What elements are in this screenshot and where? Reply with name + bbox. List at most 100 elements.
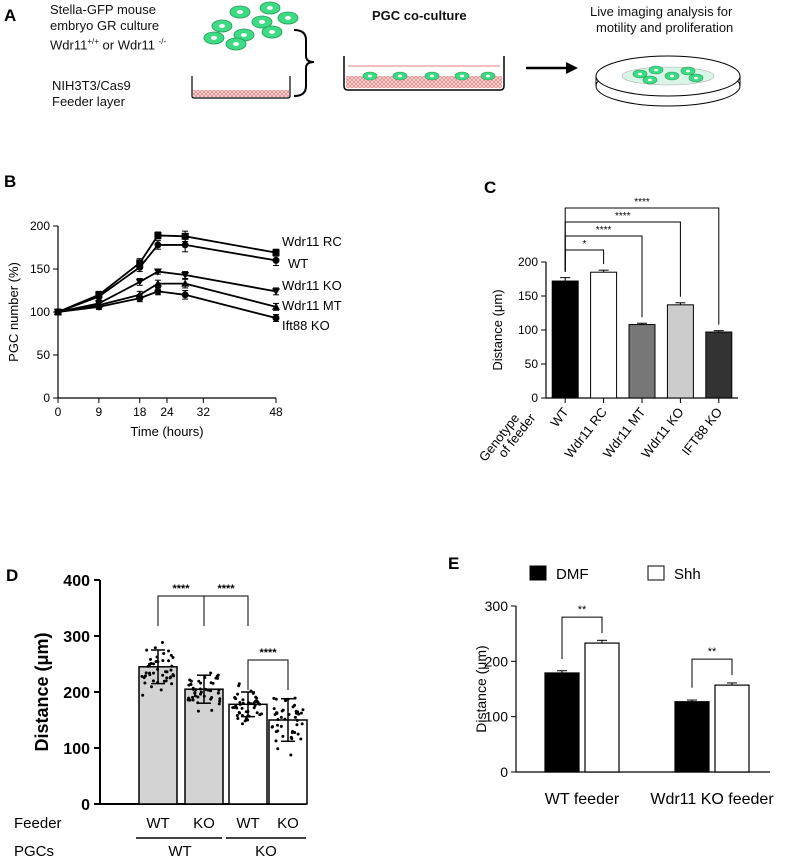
y-tick-label: 100 [485,709,509,725]
y-tick-label: 400 [63,573,90,590]
data-point [95,293,103,301]
scatter-point [274,739,278,743]
scatter-point [169,675,173,679]
scatter-point [159,688,163,692]
data-point [153,279,162,287]
scatter-point [196,709,200,713]
imaging-label-line1: Live imaging analysis for [590,4,733,19]
scatter-point [169,668,173,672]
panel-letter-c: C [484,178,497,197]
scatter-point [141,693,145,697]
scatter-point [299,711,303,715]
scatter-point [241,701,245,705]
significance-label: * [582,239,586,250]
scatter-point [238,711,242,715]
series-line [57,270,277,313]
scatter-point [170,682,174,686]
scatter-point [276,747,280,751]
y-tick-label: 200 [63,685,90,702]
scatter-point [238,701,242,705]
pgc-group-label: WT [168,843,191,858]
scatter-point [191,695,195,699]
scatter-point [198,692,202,696]
panel-a-schematic [191,1,741,107]
scatter-point [252,706,256,710]
scatter-point [295,723,299,727]
scatter-point [254,699,258,703]
bar [584,642,620,773]
scatter-point [270,725,274,729]
feeder-tick-label: KO [193,815,215,832]
significance-label: **** [217,583,235,595]
data-point [135,278,144,286]
scatter-point [154,659,158,663]
scatter-point [148,663,152,667]
brace [293,29,315,97]
scatter-point [210,708,214,712]
significance-bracket [691,658,733,688]
scatter-point [294,709,298,713]
series-line [57,234,277,313]
pgc-row-label: PGCs [14,843,54,858]
scatter-point [216,691,220,695]
scatter-point [235,706,239,710]
scatter-point [209,681,213,685]
scatter-point [246,718,250,722]
culture-label-line3: Wdr11+/+ or Wdr11 -/- [50,34,166,53]
scatter-point [237,684,241,688]
scatter-point [191,686,195,690]
scatter-point [255,696,259,700]
coculture-dish [343,56,505,91]
legend-label-shh: Shh [674,566,701,583]
scatter-point [170,664,174,668]
data-point [54,308,62,316]
scatter-point [300,722,304,726]
scatter-point [142,676,146,680]
culture-label-line2: embryo GR culture [50,18,160,33]
scatter-point [293,703,297,707]
scatter-point [152,662,156,666]
scatter-point [240,706,244,710]
y-tick-label: 100 [30,305,50,319]
bar [714,684,750,773]
data-point [272,288,280,296]
y-tick-label: 300 [485,598,509,614]
data-point [154,287,162,295]
significance-bracket [564,221,681,297]
series-label: WT [288,256,308,271]
data-point [181,232,189,240]
scatter-point [274,697,278,701]
scatter-point [255,711,259,715]
x-tick-label: 48 [269,405,283,419]
scatter-point [281,734,285,738]
y-tick-label: 100 [63,741,90,758]
culture-label-line1: Stella-GFP mouse [50,2,156,17]
panel-letter-d: D [6,566,19,585]
legend-swatch-dmf [529,565,547,581]
scatter-point [289,753,293,757]
bar [674,701,710,773]
scatter-point [148,671,152,675]
data-point [136,263,144,271]
y-tick-label: 150 [518,289,538,303]
scatter-point [145,648,149,652]
scatter-point [209,671,213,675]
scatter-point [194,688,198,692]
scatter-point [293,715,297,719]
y-tick-label: 0 [500,764,508,780]
x-tick-label: WT feeder [545,791,620,808]
bar [184,688,224,805]
data-point [272,314,280,322]
significance-bracket [247,659,289,690]
data-point [181,291,189,299]
feeder-tick-label: WT [146,815,169,832]
scatter-point [199,681,203,685]
culture-genotype-1: Wdr11 [50,37,88,53]
data-point [154,231,162,239]
legend-swatch-shh [647,565,665,581]
bar [544,672,580,773]
scatter-point [198,687,202,691]
scatter-point [293,731,297,735]
scatter-point [193,694,197,698]
scatter-point [188,698,192,702]
